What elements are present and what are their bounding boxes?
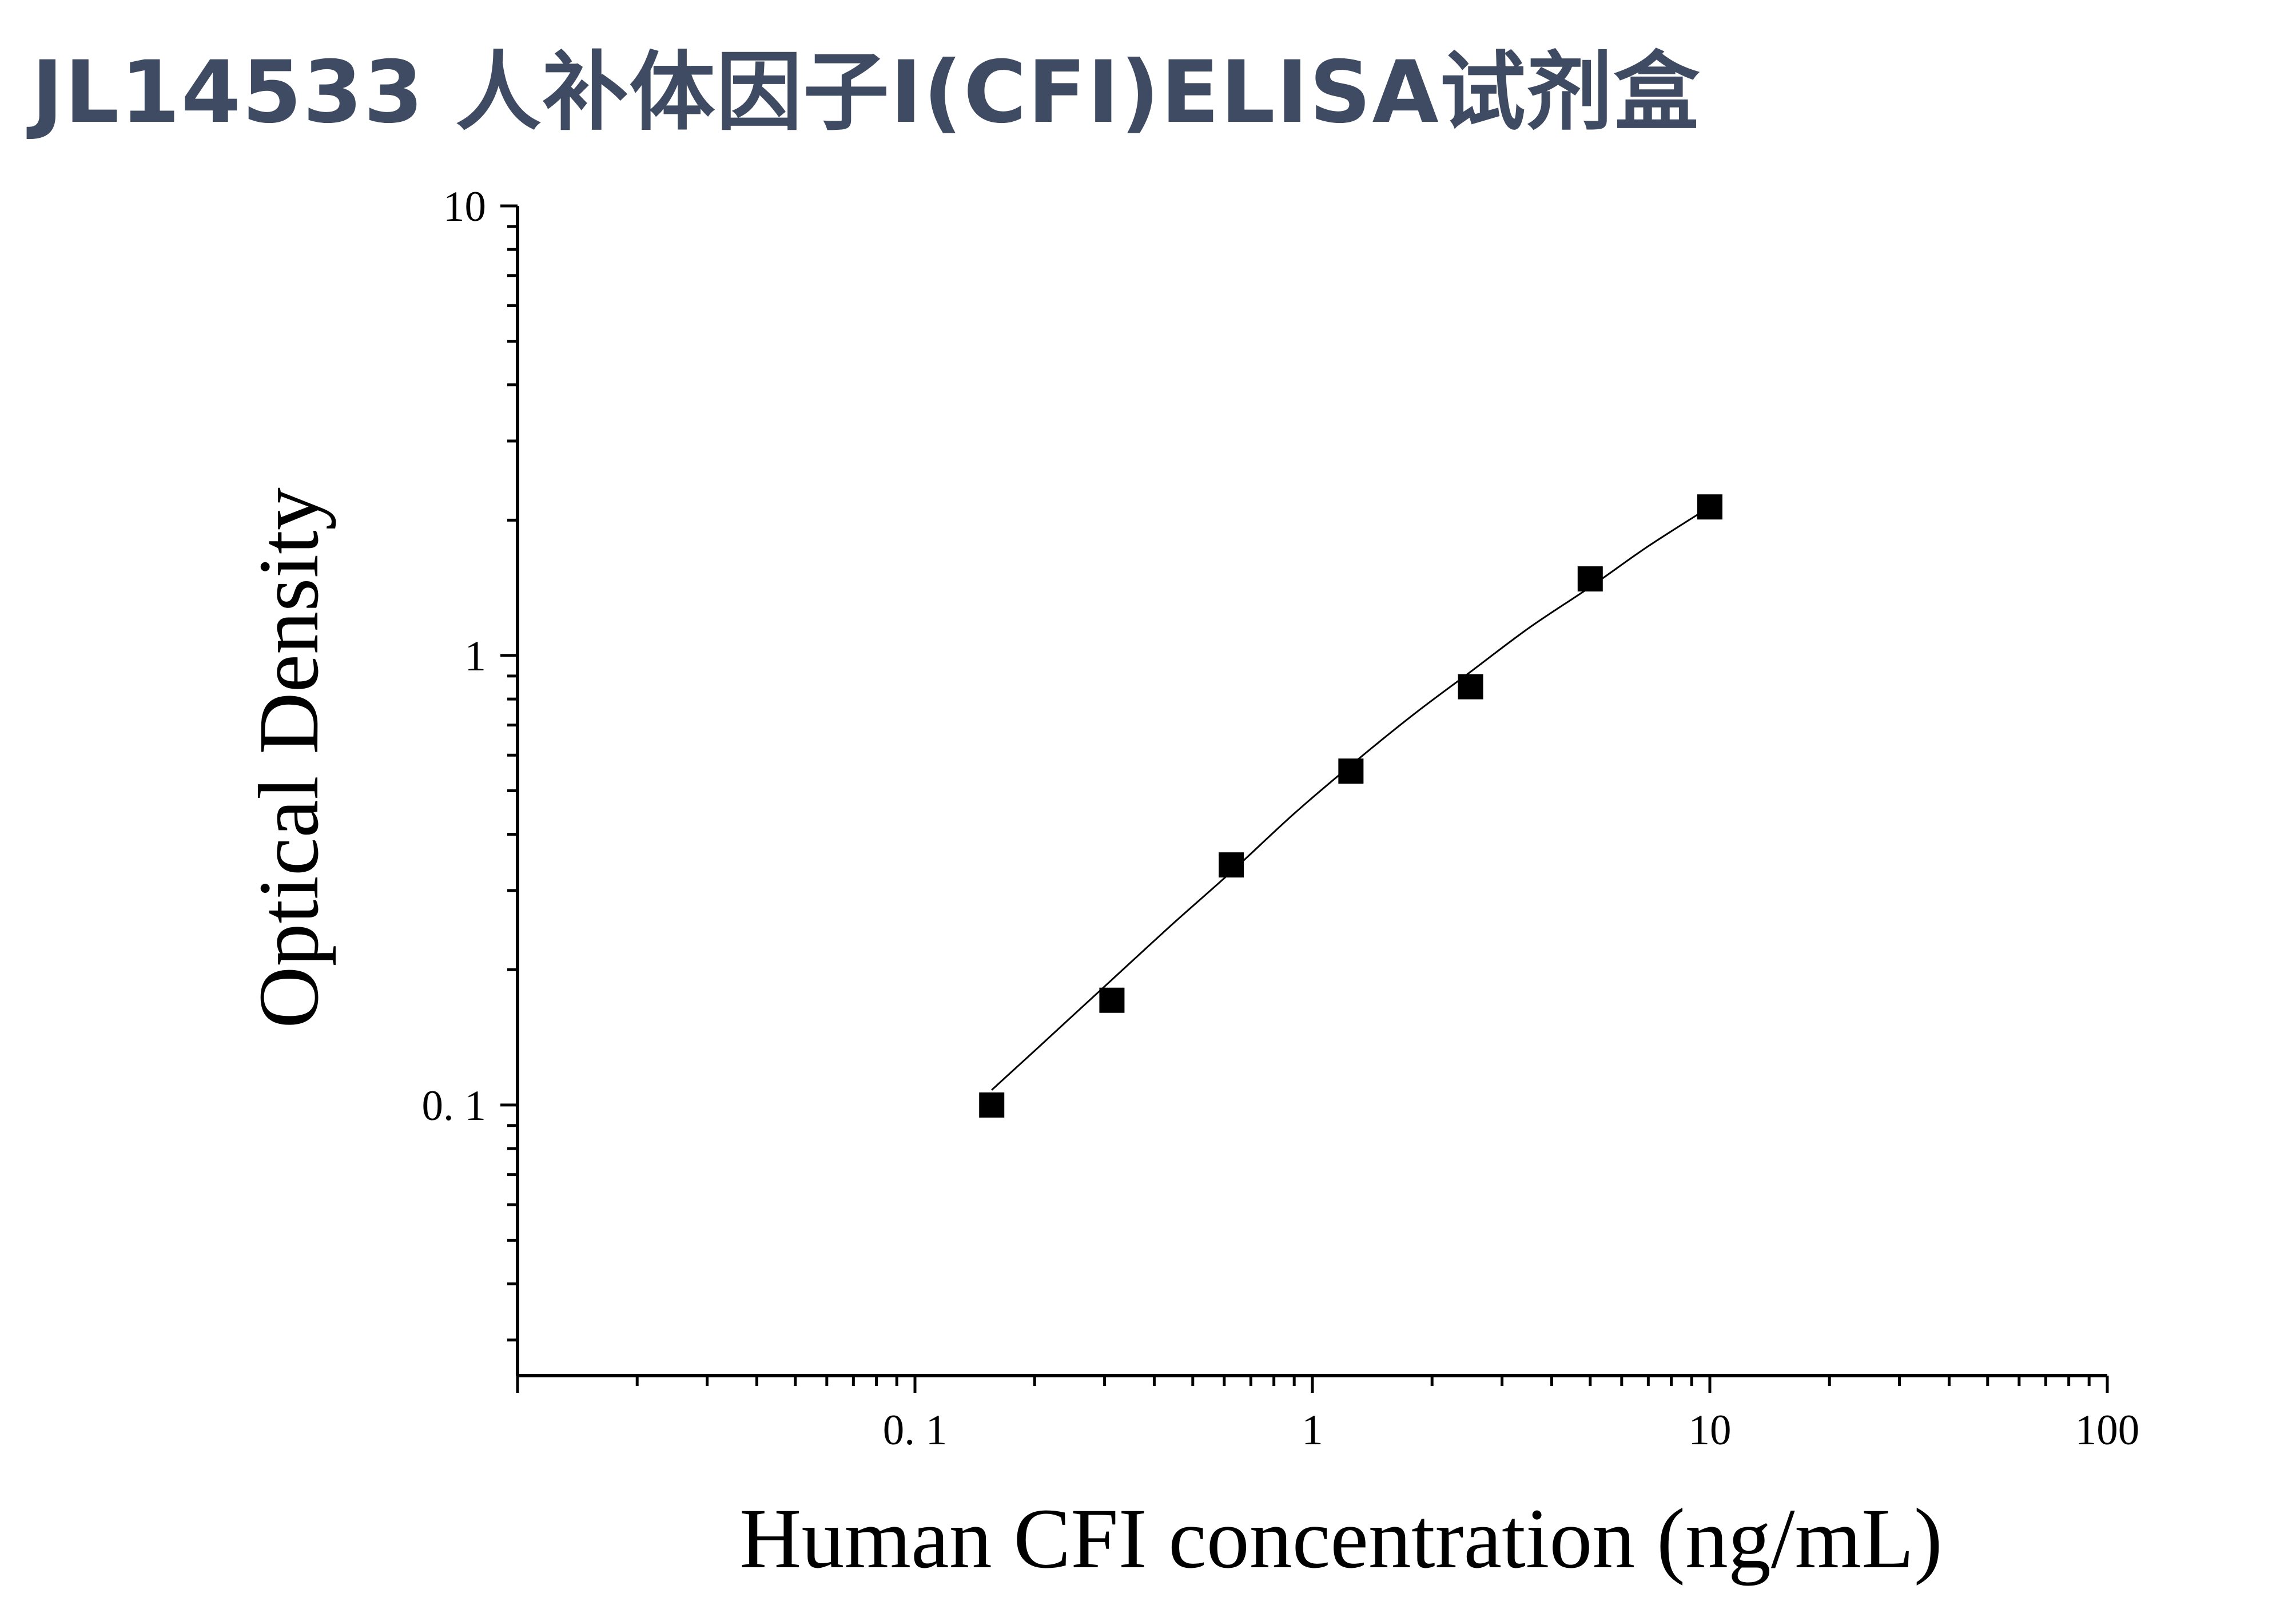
data-point-marker xyxy=(1099,987,1125,1013)
x-axis-label: Human CFI concentration (ng/mL) xyxy=(739,1491,1943,1586)
data-point-marker xyxy=(1577,566,1603,592)
data-markers-layer xyxy=(979,494,1722,1118)
data-point-marker xyxy=(1458,674,1483,700)
x-tick-label: 1 xyxy=(1302,1407,1323,1454)
data-point-marker xyxy=(1697,494,1722,520)
data-point-marker xyxy=(979,1092,1005,1118)
y-axis-label: Optical Density xyxy=(241,487,336,1028)
data-point-marker xyxy=(1338,758,1364,784)
chart-axes xyxy=(500,204,2109,1393)
x-tick-label: 100 xyxy=(2075,1407,2140,1454)
y-tick-label: 0. 1 xyxy=(422,1082,487,1130)
page-title: JL14533 人补体因子I(CFI)ELISA试剂盒 xyxy=(31,43,1701,142)
y-tick-label: 10 xyxy=(443,183,486,231)
x-tick-label: 10 xyxy=(1689,1407,1732,1454)
tick-labels-layer: 0. 1 1 10 100 0. 1 1 10 xyxy=(422,183,2140,1454)
data-point-marker xyxy=(1219,852,1244,878)
x-tick-label: 0. 1 xyxy=(883,1407,948,1454)
y-tick-label: 1 xyxy=(465,633,487,680)
